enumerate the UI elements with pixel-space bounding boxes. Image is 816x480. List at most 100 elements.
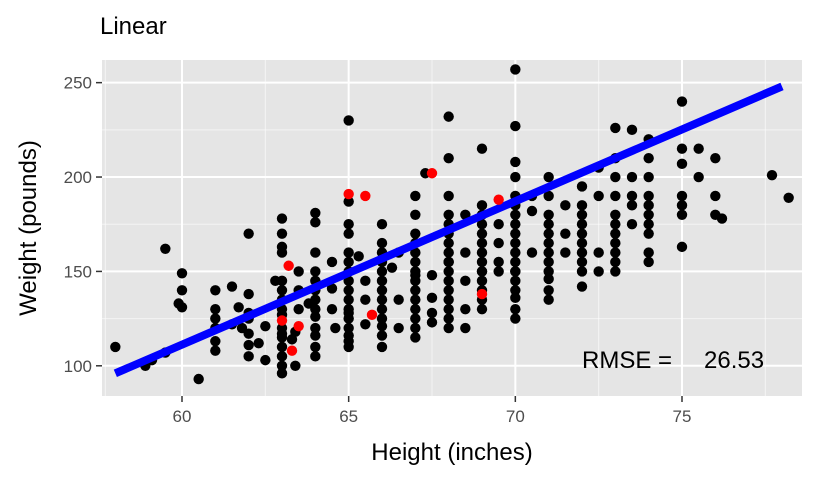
data-point	[543, 219, 554, 230]
data-point	[310, 303, 321, 315]
data-point	[476, 143, 488, 154]
data-point	[310, 217, 321, 228]
data-point	[676, 143, 688, 154]
data-point	[676, 96, 688, 107]
data-point	[443, 152, 454, 164]
data-point	[360, 294, 371, 305]
data-point	[376, 294, 388, 305]
data-point	[276, 213, 288, 224]
data-point	[310, 351, 321, 362]
data-point	[643, 200, 654, 211]
data-point	[410, 322, 421, 334]
data-point	[643, 209, 654, 220]
data-point	[560, 247, 571, 258]
data-point	[376, 275, 388, 287]
data-point	[443, 111, 454, 122]
data-point	[343, 256, 354, 268]
highlight-point	[493, 194, 504, 205]
data-point	[543, 285, 554, 296]
highlight-point	[286, 345, 298, 356]
data-point	[376, 320, 388, 332]
data-point	[376, 266, 388, 277]
data-point	[326, 256, 338, 268]
highlight-point	[360, 190, 371, 202]
data-point	[343, 228, 354, 239]
data-point	[543, 273, 554, 285]
data-point	[343, 341, 354, 353]
data-point	[386, 262, 398, 273]
data-point	[593, 190, 604, 202]
data-point	[210, 345, 221, 356]
data-point	[576, 266, 588, 277]
data-point	[610, 237, 621, 249]
data-point	[210, 313, 221, 324]
data-point	[210, 285, 221, 296]
data-point	[676, 158, 688, 170]
data-point	[610, 266, 621, 277]
data-point	[766, 169, 778, 181]
x-tick-label: 75	[673, 407, 692, 426]
data-point	[426, 292, 438, 304]
data-point	[310, 322, 321, 334]
data-point	[493, 219, 504, 230]
data-point	[610, 256, 621, 268]
data-point	[643, 171, 654, 183]
data-point	[593, 266, 604, 277]
data-point	[510, 171, 521, 183]
data-point	[276, 332, 288, 343]
data-point	[710, 190, 721, 202]
data-point	[276, 275, 288, 287]
data-point	[310, 247, 321, 258]
data-point	[476, 303, 488, 315]
data-point	[176, 268, 188, 279]
data-point	[576, 247, 588, 258]
data-point	[576, 200, 588, 211]
data-point	[543, 294, 554, 305]
data-point	[676, 200, 688, 211]
data-point	[443, 303, 454, 315]
data-point	[543, 266, 554, 277]
data-point	[443, 322, 454, 334]
data-point	[510, 219, 521, 230]
data-point	[310, 294, 321, 305]
data-point	[543, 190, 554, 202]
y-axis-title: Weight (pounds)	[15, 140, 42, 316]
data-point	[526, 205, 538, 217]
data-point	[510, 64, 521, 75]
data-point	[443, 294, 454, 305]
data-point	[543, 228, 554, 239]
highlight-point	[366, 309, 378, 321]
data-point	[643, 256, 654, 268]
data-point	[510, 303, 521, 315]
data-point	[783, 192, 794, 203]
data-point	[276, 247, 288, 258]
data-point	[476, 228, 488, 239]
data-point	[510, 256, 521, 268]
data-point	[243, 228, 254, 239]
data-point	[310, 207, 321, 219]
data-point	[276, 341, 288, 353]
data-point	[493, 266, 504, 277]
data-point	[210, 303, 221, 315]
data-point	[610, 219, 621, 230]
data-point	[610, 190, 621, 202]
data-point	[643, 190, 654, 202]
data-point	[676, 241, 688, 253]
data-point	[326, 303, 338, 315]
data-point	[276, 285, 288, 296]
data-point	[510, 266, 521, 277]
data-point	[410, 332, 421, 343]
data-point	[193, 373, 204, 385]
data-point	[276, 368, 288, 379]
data-point	[243, 351, 254, 362]
x-tick-label: 70	[506, 407, 525, 426]
y-tick-label: 200	[64, 168, 92, 187]
data-point	[543, 209, 554, 220]
data-point	[410, 285, 421, 296]
data-point	[276, 351, 288, 362]
data-point	[410, 247, 421, 258]
data-point	[343, 313, 354, 324]
highlight-point	[426, 168, 438, 179]
data-point	[326, 283, 338, 294]
chart-title: Linear	[100, 13, 167, 40]
